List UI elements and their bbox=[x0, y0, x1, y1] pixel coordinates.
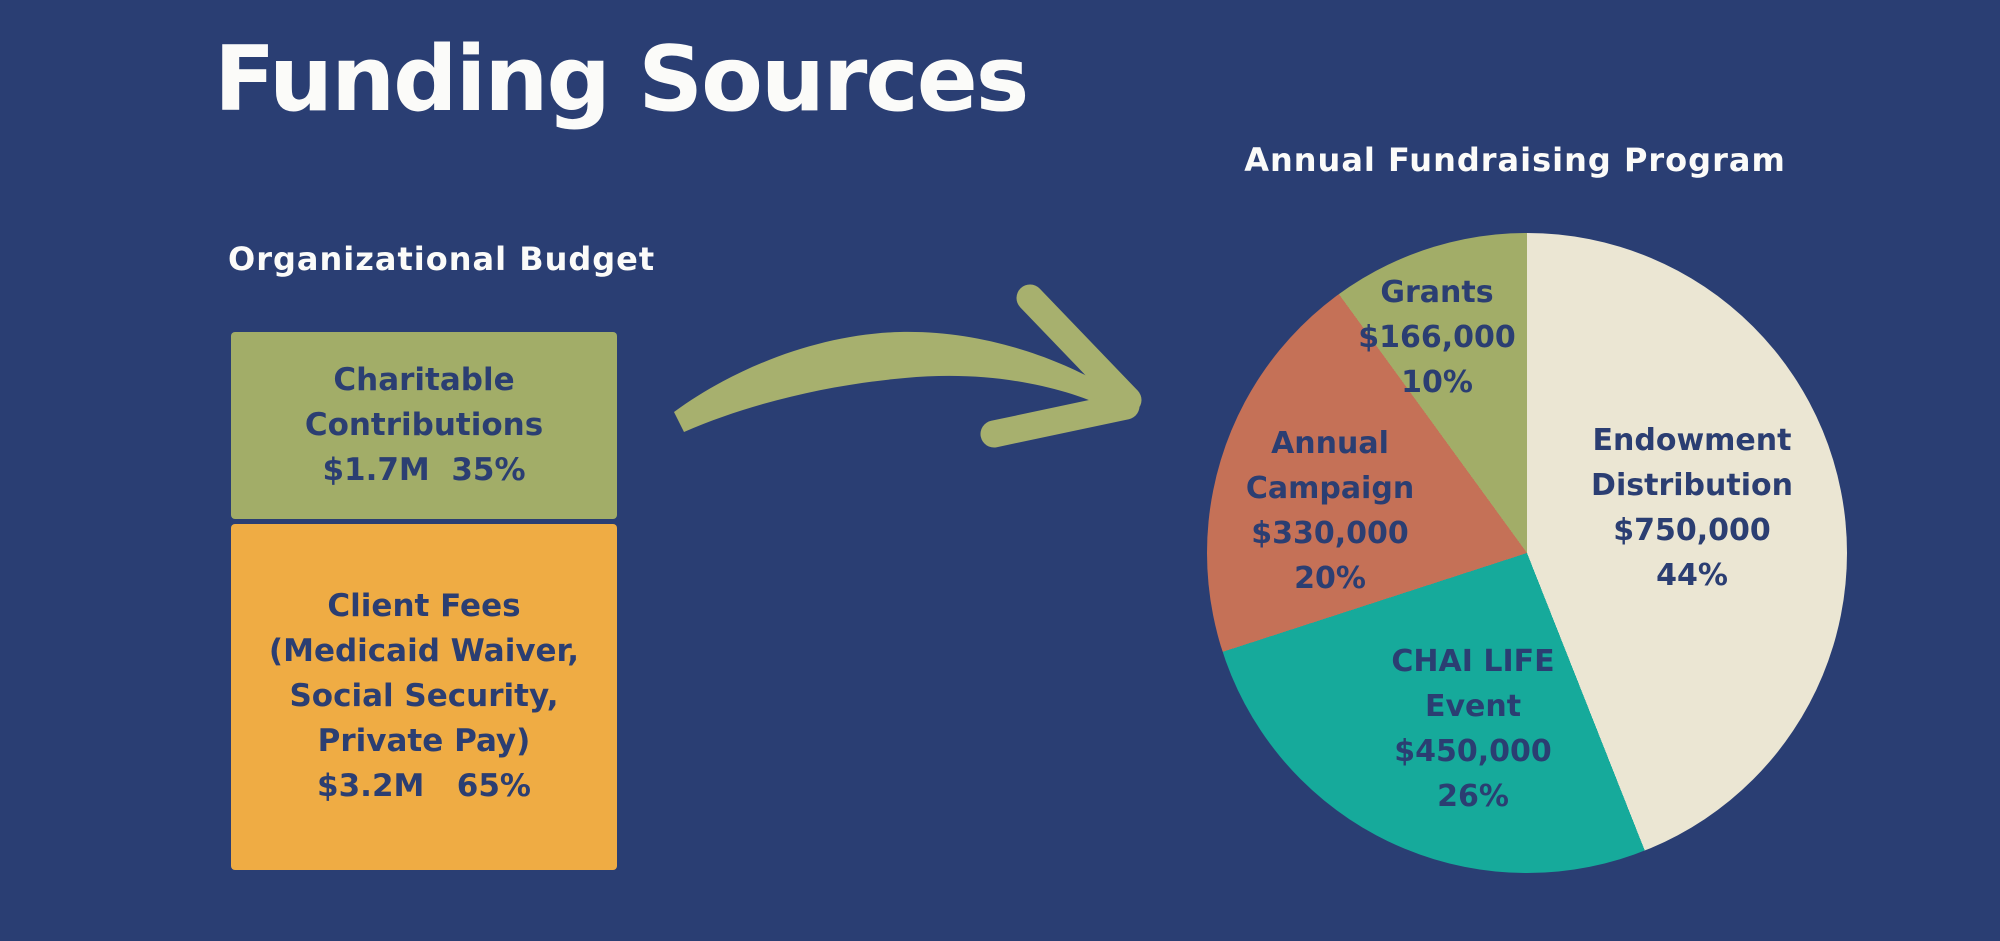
pie-slice-name: Event bbox=[1424, 689, 1522, 724]
page-title: Funding Sources bbox=[214, 27, 1029, 132]
annual-fundraising-heading: Annual Fundraising Program bbox=[1244, 141, 1786, 179]
pie-slice-amount: $750,000 bbox=[1613, 513, 1771, 548]
pie-slice-amount: $330,000 bbox=[1251, 516, 1409, 551]
pie-slice-name: Annual bbox=[1271, 426, 1389, 461]
pie-label-grants: Grants $166,000 10% bbox=[1358, 270, 1516, 405]
pie-label-chai-life-event: CHAI LIFE Event $450,000 26% bbox=[1391, 639, 1554, 819]
pie-chart bbox=[1207, 233, 1847, 873]
pie-slice-percent: 10% bbox=[1401, 365, 1473, 400]
segment-label-line: Private Pay) bbox=[317, 723, 531, 760]
segment-label-line: Contributions bbox=[304, 406, 544, 443]
segment-label-line: Social Security, bbox=[289, 678, 559, 715]
segment-label-line: (Medicaid Waiver, bbox=[268, 633, 580, 670]
pie-slice-name: Endowment bbox=[1592, 423, 1792, 458]
budget-segment-client-fees: Client Fees (Medicaid Waiver, Social Sec… bbox=[231, 523, 617, 870]
pie-label-endowment-distribution: Endowment Distribution $750,000 44% bbox=[1591, 418, 1793, 598]
organizational-budget-chart: Charitable Contributions $1.7M 35% Clien… bbox=[231, 332, 617, 870]
pie-slice-percent: 20% bbox=[1294, 561, 1366, 596]
flow-arrow-icon bbox=[674, 284, 1142, 448]
segment-value-line: $3.2M 65% bbox=[317, 768, 531, 805]
segment-label-line: Charitable bbox=[333, 361, 515, 398]
pie-slice-name: Grants bbox=[1380, 275, 1494, 310]
organizational-budget-heading: Organizational Budget bbox=[228, 240, 656, 278]
pie-slice-name: CHAI LIFE bbox=[1391, 644, 1555, 679]
pie-label-annual-campaign: Annual Campaign $330,000 20% bbox=[1246, 421, 1414, 601]
pie-slice-amount: $166,000 bbox=[1358, 320, 1516, 355]
pie-slice-percent: 26% bbox=[1437, 779, 1509, 814]
segment-label-line: Client Fees bbox=[327, 588, 521, 625]
pie-slice-name: Campaign bbox=[1245, 471, 1415, 506]
pie-slice-percent: 44% bbox=[1656, 558, 1728, 593]
budget-segment-charitable-contributions: Charitable Contributions $1.7M 35% bbox=[231, 332, 617, 519]
segment-value-line: $1.7M 35% bbox=[322, 451, 526, 488]
budget-segment-label: Client Fees (Medicaid Waiver, Social Sec… bbox=[269, 584, 579, 809]
pie-slice-amount: $450,000 bbox=[1394, 734, 1552, 769]
pie-slice-name: Distribution bbox=[1591, 468, 1793, 503]
budget-segment-label: Charitable Contributions $1.7M 35% bbox=[305, 358, 543, 493]
